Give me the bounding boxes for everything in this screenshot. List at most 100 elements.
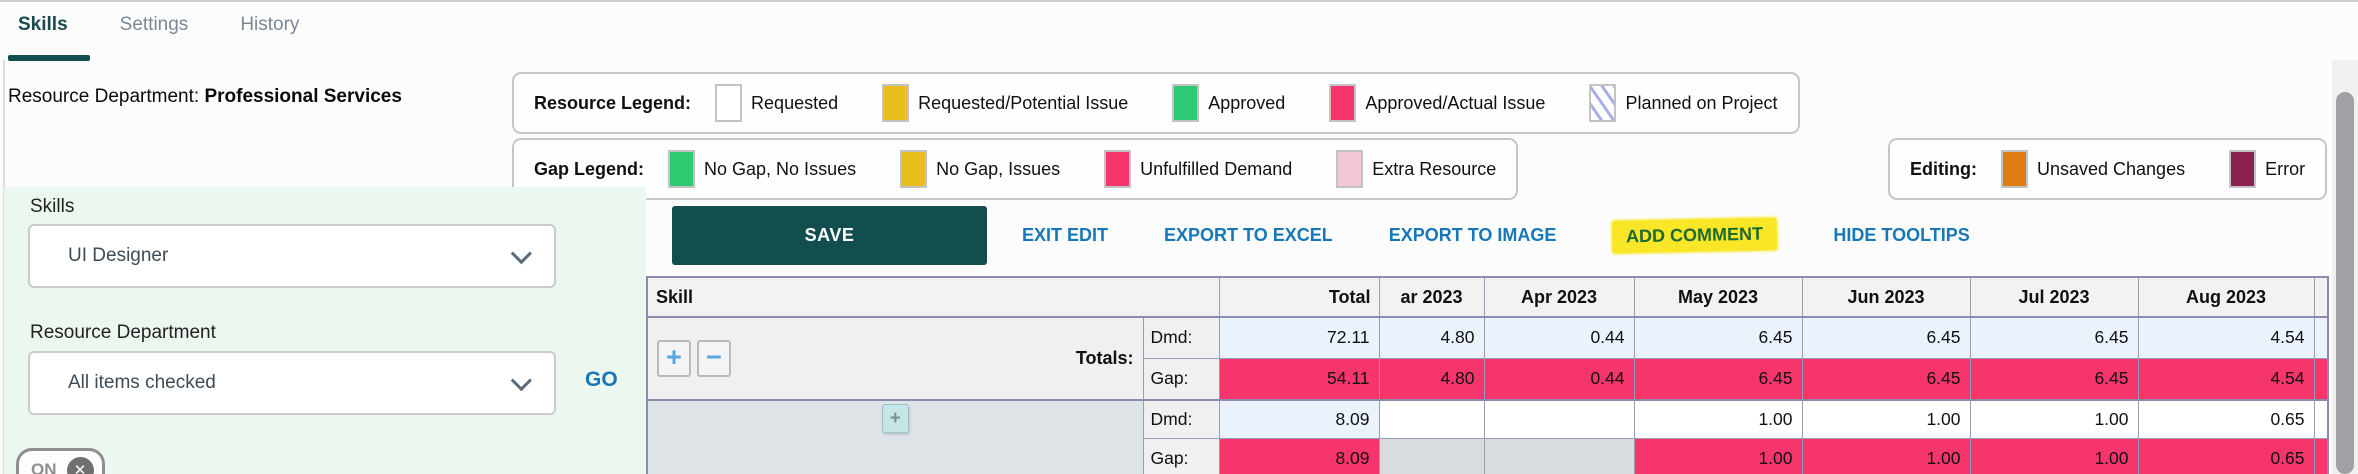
unfulfilled-demand-swatch xyxy=(1104,150,1132,188)
totals-gap-total[interactable]: 54.11 xyxy=(1218,357,1380,401)
tab-history[interactable]: History xyxy=(240,14,300,35)
column-header-apr-2023[interactable]: Apr 2023 xyxy=(1483,276,1635,318)
column-header-aug-2023[interactable]: Aug 2023 xyxy=(2137,276,2315,318)
legend-item: Unsaved Changes xyxy=(2000,150,2186,188)
totals-gap-row: Gap: 54.11 4.80 0.44 6.45 6.45 6.45 4.54 xyxy=(647,357,2329,401)
legend-item: No Gap, Issues xyxy=(900,150,1060,188)
skill-dmd-jun[interactable]: 1.00 xyxy=(1801,399,1971,439)
spacer-cell xyxy=(2313,399,2329,439)
legend-item: Requested xyxy=(715,84,838,122)
skill-dmd-total[interactable]: 8.09 xyxy=(1218,399,1380,439)
chevron-down-icon xyxy=(510,369,532,391)
legend-item: Approved xyxy=(1172,84,1285,122)
add-comment-button[interactable]: ADD COMMENT xyxy=(1612,217,1778,254)
totals-dmd-jul[interactable]: 6.45 xyxy=(1969,316,2139,359)
table-header-row: Skill Total ar 2023 Apr 2023 May 2023 Ju… xyxy=(646,276,2329,318)
column-header-spacer xyxy=(2313,276,2329,318)
legend-item-label: Requested/Potential Issue xyxy=(918,92,1129,113)
add-row-icon[interactable]: + xyxy=(881,404,909,433)
no-gap-issues-swatch xyxy=(900,150,928,188)
top-divider xyxy=(0,0,2358,2)
totals-gap-may[interactable]: 6.45 xyxy=(1633,357,1803,401)
spacer-cell xyxy=(2313,437,2329,474)
vertical-scrollbar-thumb[interactable] xyxy=(2336,92,2354,474)
totals-dmd-may[interactable]: 6.45 xyxy=(1633,316,1803,359)
dmd-row-label: Dmd: xyxy=(1142,316,1220,359)
column-header-mar-2023[interactable]: ar 2023 xyxy=(1378,276,1485,318)
skill-gap-jun[interactable]: 1.00 xyxy=(1801,437,1971,474)
legend-item: Requested/Potential Issue xyxy=(882,84,1128,122)
approved-swatch xyxy=(1172,84,1200,122)
spacer-cell xyxy=(2313,316,2329,359)
planned-on-project-swatch xyxy=(1589,84,1617,122)
skill-gap-may[interactable]: 1.00 xyxy=(1633,437,1803,474)
requested-potential-issue-swatch xyxy=(882,84,910,122)
column-header-total[interactable]: Total xyxy=(1218,276,1380,318)
department-dropdown[interactable]: All items checked xyxy=(28,351,556,415)
gap-legend-title: Gap Legend: xyxy=(534,158,645,179)
go-button[interactable]: GO xyxy=(585,368,618,391)
legend-item-label: Unfulfilled Demand xyxy=(1140,158,1293,179)
column-header-jul-2023[interactable]: Jul 2023 xyxy=(1969,276,2139,318)
skill-gap-total[interactable]: 8.09 xyxy=(1218,437,1380,474)
skill-dmd-apr[interactable] xyxy=(1483,399,1635,439)
totals-gap-jul[interactable]: 6.45 xyxy=(1969,357,2139,401)
legend-item-label: Approved/Actual Issue xyxy=(1365,92,1546,113)
legend-item: Planned on Project xyxy=(1589,84,1778,122)
totals-dmd-mar[interactable]: 4.80 xyxy=(1378,316,1485,359)
save-button[interactable]: SAVE xyxy=(672,206,987,265)
export-to-excel-button[interactable]: EXPORT TO EXCEL xyxy=(1164,225,1333,245)
expand-collapse-group: + − xyxy=(657,340,731,377)
column-header-may-2023[interactable]: May 2023 xyxy=(1633,276,1803,318)
skill-dmd-aug[interactable]: 0.65 xyxy=(2137,399,2315,439)
chevron-down-icon xyxy=(510,242,532,264)
totals-gap-mar[interactable]: 4.80 xyxy=(1378,357,1485,401)
skill-gap-jul[interactable]: 1.00 xyxy=(1969,437,2139,474)
totals-dmd-jun[interactable]: 6.45 xyxy=(1801,316,1971,359)
requested-swatch xyxy=(715,84,743,122)
legend-item-label: No Gap, No Issues xyxy=(704,158,857,179)
skill-gap-apr[interactable] xyxy=(1483,437,1635,474)
legend-item-label: Unsaved Changes xyxy=(2036,158,2186,179)
legend-item: Extra Resource xyxy=(1336,150,1496,188)
totals-gap-jun[interactable]: 6.45 xyxy=(1801,357,1971,401)
hide-tooltips-button[interactable]: HIDE TOOLTIPS xyxy=(1833,225,1970,245)
gap-row-label: Gap: xyxy=(1142,437,1220,474)
close-icon[interactable]: ✕ xyxy=(66,456,94,474)
totals-dmd-apr[interactable]: 0.44 xyxy=(1483,316,1635,359)
column-header-skill[interactable]: Skill xyxy=(646,276,1220,318)
legend-item: Approved/Actual Issue xyxy=(1329,84,1545,122)
totals-gap-apr[interactable]: 0.44 xyxy=(1483,357,1635,401)
skills-dropdown[interactable]: UI Designer xyxy=(28,224,556,288)
resource-legend-title: Resource Legend: xyxy=(534,92,692,113)
on-toggle-chip[interactable]: ON ✕ xyxy=(16,448,105,474)
tab-skills[interactable]: Skills xyxy=(18,14,68,35)
totals-gap-aug[interactable]: 4.54 xyxy=(2137,357,2315,401)
skills-table: Skill Total ar 2023 Apr 2023 May 2023 Ju… xyxy=(646,276,2329,474)
skill-dmd-may[interactable]: 1.00 xyxy=(1633,399,1803,439)
skill-dmd-jul[interactable]: 1.00 xyxy=(1969,399,2139,439)
expand-all-button[interactable]: + xyxy=(657,340,691,377)
legend-item-label: Error xyxy=(2265,158,2306,179)
totals-dmd-aug[interactable]: 4.54 xyxy=(2137,316,2315,359)
skill-gap-mar[interactable] xyxy=(1378,437,1485,474)
legend-item: Unfulfilled Demand xyxy=(1104,150,1292,188)
collapse-all-button[interactable]: − xyxy=(697,340,731,377)
gap-legend: Gap Legend: No Gap, No Issues No Gap, Is… xyxy=(512,138,1519,200)
resource-legend: Resource Legend: Requested Requested/Pot… xyxy=(512,72,1800,134)
editing-legend: Editing: Unsaved Changes Error xyxy=(1888,138,2328,200)
on-toggle-label: ON xyxy=(31,460,57,474)
toolbar-links: EXIT EDIT EXPORT TO EXCEL EXPORT TO IMAG… xyxy=(1022,206,1970,265)
column-header-jun-2023[interactable]: Jun 2023 xyxy=(1801,276,1971,318)
totals-dmd-row: + − Totals: Dmd: 72.11 4.80 0.44 6.45 6.… xyxy=(646,316,2329,401)
skill-dmd-mar[interactable] xyxy=(1378,399,1485,439)
department-filter-label: Resource Department xyxy=(30,322,216,343)
exit-edit-button[interactable]: EXIT EDIT xyxy=(1022,225,1109,245)
resource-department-line: Resource Department: Professional Servic… xyxy=(8,86,402,108)
totals-dmd-total[interactable]: 72.11 xyxy=(1218,316,1380,359)
export-to-image-button[interactable]: EXPORT TO IMAGE xyxy=(1388,225,1557,245)
legend-item-label: Extra Resource xyxy=(1372,158,1497,179)
legend-item-label: Planned on Project xyxy=(1625,92,1778,113)
skill-gap-aug[interactable]: 0.65 xyxy=(2137,437,2315,474)
tab-settings[interactable]: Settings xyxy=(119,14,189,35)
